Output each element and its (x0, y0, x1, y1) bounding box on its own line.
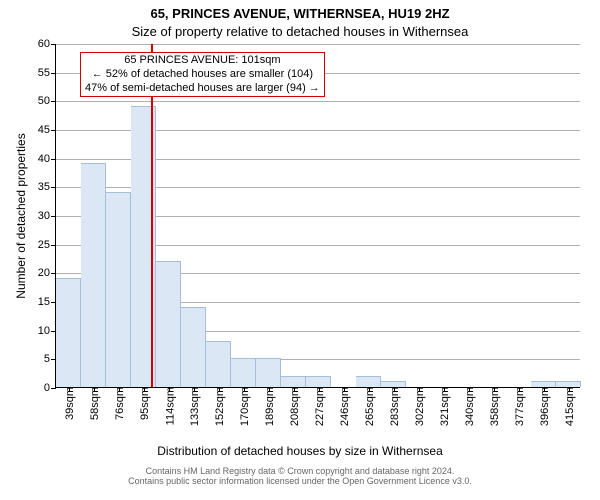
y-tick-label: 25 (38, 239, 56, 251)
x-tick-label: 76sqm (109, 387, 127, 420)
y-tick-label: 30 (38, 210, 56, 222)
x-tick-label: 302sqm (409, 387, 427, 426)
gridline-h (56, 44, 580, 45)
x-tick-label: 133sqm (184, 387, 202, 426)
x-axis-label: Distribution of detached houses by size … (0, 444, 600, 458)
y-tick-label: 55 (38, 67, 56, 79)
footer-attribution: Contains HM Land Registry data © Crown c… (0, 466, 600, 486)
page-subtitle: Size of property relative to detached ho… (0, 24, 600, 39)
x-tick-label: 95sqm (134, 387, 152, 420)
x-tick-label: 114sqm (159, 387, 177, 425)
y-tick-label: 45 (38, 124, 56, 136)
histogram-bar (256, 358, 281, 387)
y-tick-label: 10 (38, 325, 56, 337)
histogram-bar (231, 358, 256, 387)
y-tick-label: 35 (38, 181, 56, 193)
y-tick-label: 15 (38, 296, 56, 308)
footer-line-2: Contains public sector information licen… (0, 476, 600, 486)
histogram-bar (306, 376, 331, 387)
annotation-box: 65 PRINCES AVENUE: 101sqm ← 52% of detac… (80, 52, 325, 97)
y-tick-label: 50 (38, 95, 56, 107)
page-title: 65, PRINCES AVENUE, WITHERNSEA, HU19 2HZ (0, 6, 600, 21)
y-tick-label: 60 (38, 38, 56, 50)
x-tick-label: 358sqm (484, 387, 502, 426)
x-tick-label: 415sqm (559, 387, 577, 426)
x-tick-label: 208sqm (284, 387, 302, 426)
y-axis-label: Number of detached properties (14, 44, 28, 388)
x-tick-label: 265sqm (359, 387, 377, 426)
x-tick-label: 377sqm (509, 387, 527, 426)
histogram-bar (206, 341, 231, 387)
x-tick-label: 246sqm (334, 387, 352, 426)
y-tick-label: 0 (44, 382, 56, 394)
x-tick-label: 58sqm (84, 387, 102, 420)
x-tick-label: 283sqm (384, 387, 402, 426)
footer-line-1: Contains HM Land Registry data © Crown c… (0, 466, 600, 476)
x-tick-label: 189sqm (259, 387, 277, 426)
histogram-bar (181, 307, 206, 387)
histogram-bar (81, 163, 106, 387)
histogram-bar (106, 192, 131, 387)
x-tick-label: 152sqm (209, 387, 227, 426)
x-tick-label: 170sqm (234, 387, 252, 426)
histogram-bar (356, 376, 381, 387)
x-tick-label: 227sqm (309, 387, 327, 426)
annotation-line-1: 65 PRINCES AVENUE: 101sqm (85, 54, 320, 68)
histogram-bar (156, 261, 181, 387)
x-tick-label: 396sqm (534, 387, 552, 426)
y-tick-label: 20 (38, 267, 56, 279)
x-tick-label: 340sqm (459, 387, 477, 426)
x-tick-label: 39sqm (59, 387, 77, 420)
gridline-h (56, 101, 580, 102)
histogram-plot: 05101520253035404550556039sqm58sqm76sqm9… (55, 44, 580, 388)
annotation-line-2: ← 52% of detached houses are smaller (10… (85, 68, 320, 82)
y-tick-label: 5 (44, 353, 56, 365)
histogram-bar (56, 278, 81, 387)
annotation-line-3: 47% of semi-detached houses are larger (… (85, 82, 320, 96)
x-tick-label: 321sqm (434, 387, 452, 426)
y-tick-label: 40 (38, 153, 56, 165)
histogram-bar (281, 376, 306, 387)
